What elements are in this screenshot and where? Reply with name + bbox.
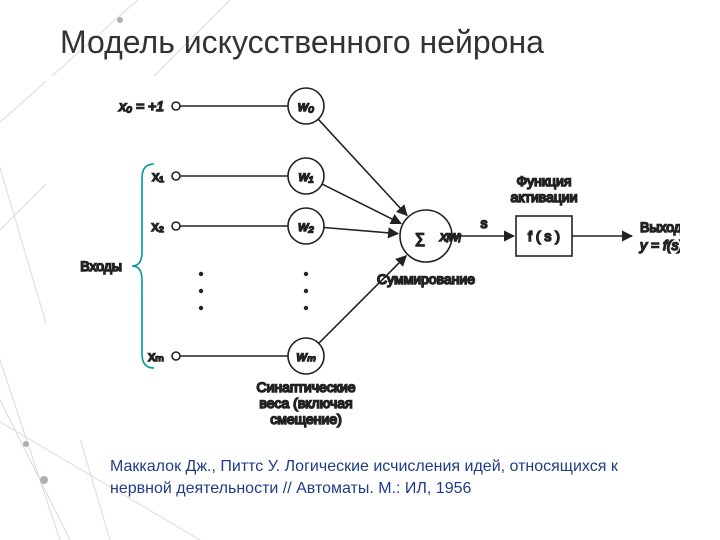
weight-label: w₀ [298, 98, 314, 114]
sum-caption: Суммирование [377, 271, 475, 287]
weight-label: w₂ [298, 218, 314, 234]
weights-caption: Синаптические [256, 379, 355, 395]
input-dot [172, 172, 180, 180]
input-label: x₂ [152, 218, 164, 234]
output-label: Выход [640, 219, 680, 235]
edge-s-label: s [481, 215, 488, 231]
neuron-diagram: x₀ = +1x₁x₂xₘw₀w₁w₂wₘ∑xᵢwᵢСуммированиеsf… [46, 76, 680, 440]
weight-label: wₘ [297, 348, 316, 364]
weights-caption: веса (включая [259, 395, 352, 411]
output-formula: y = f(s) [639, 237, 680, 253]
activation-caption: Функция [517, 173, 572, 189]
inputs-caption: Входы [80, 258, 122, 274]
sum-symbol: ∑ [415, 230, 425, 246]
inputs-brace [132, 164, 154, 368]
input-label: x₀ = +1 [118, 98, 164, 114]
page-title: Модель искусственного нейрона [60, 24, 544, 61]
weight-label: w₁ [299, 168, 314, 184]
input-dot [172, 222, 180, 230]
input-label: x₁ [152, 168, 164, 184]
input-dot [172, 352, 180, 360]
activation-caption: активации [510, 189, 577, 205]
citation-text: Маккалок Дж., Питтс У. Логические исчисл… [110, 456, 680, 499]
input-label: xₘ [148, 348, 164, 364]
weights-caption: смещение) [270, 411, 342, 427]
input-dot [172, 102, 180, 110]
activation-label: f ( s ) [528, 228, 560, 244]
